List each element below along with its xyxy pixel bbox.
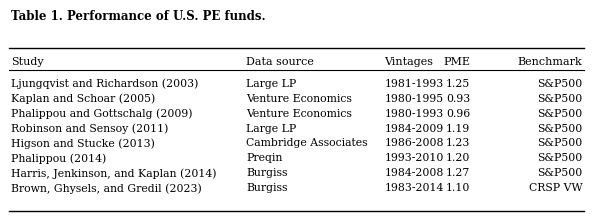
- Text: Preqin: Preqin: [246, 153, 282, 163]
- Text: Venture Economics: Venture Economics: [246, 109, 352, 119]
- Text: Phalippou (2014): Phalippou (2014): [11, 153, 106, 164]
- Text: S&P500: S&P500: [537, 153, 582, 163]
- Text: 1.27: 1.27: [446, 168, 470, 178]
- Text: Harris, Jenkinson, and Kaplan (2014): Harris, Jenkinson, and Kaplan (2014): [11, 168, 216, 179]
- Text: 1981-1993: 1981-1993: [384, 79, 444, 89]
- Text: 1.25: 1.25: [446, 79, 470, 89]
- Text: 0.93: 0.93: [446, 94, 470, 104]
- Text: CRSP VW: CRSP VW: [529, 183, 582, 193]
- Text: Vintages: Vintages: [384, 57, 433, 67]
- Text: 1980-1995: 1980-1995: [384, 94, 444, 104]
- Text: PME: PME: [443, 57, 470, 67]
- Text: Study: Study: [11, 57, 43, 67]
- Text: Kaplan and Schoar (2005): Kaplan and Schoar (2005): [11, 94, 155, 104]
- Text: 1.19: 1.19: [446, 124, 470, 134]
- Text: Burgiss: Burgiss: [246, 168, 288, 178]
- Text: S&P500: S&P500: [537, 109, 582, 119]
- Text: Brown, Ghysels, and Gredil (2023): Brown, Ghysels, and Gredil (2023): [11, 183, 202, 194]
- Text: 1993-2010: 1993-2010: [384, 153, 444, 163]
- Text: 1.20: 1.20: [446, 153, 470, 163]
- Text: S&P500: S&P500: [537, 168, 582, 178]
- Text: Robinson and Sensoy (2011): Robinson and Sensoy (2011): [11, 124, 168, 134]
- Text: Burgiss: Burgiss: [246, 183, 288, 193]
- Text: S&P500: S&P500: [537, 79, 582, 89]
- Text: 1.10: 1.10: [446, 183, 470, 193]
- Text: Ljungqvist and Richardson (2003): Ljungqvist and Richardson (2003): [11, 79, 198, 89]
- Text: Data source: Data source: [246, 57, 314, 67]
- Text: 0.96: 0.96: [446, 109, 470, 119]
- Text: Venture Economics: Venture Economics: [246, 94, 352, 104]
- Text: Large LP: Large LP: [246, 79, 296, 89]
- Text: Higson and Stucke (2013): Higson and Stucke (2013): [11, 138, 155, 149]
- Text: S&P500: S&P500: [537, 124, 582, 134]
- Text: 1986-2008: 1986-2008: [384, 138, 444, 148]
- Text: Cambridge Associates: Cambridge Associates: [246, 138, 368, 148]
- Text: 1984-2008: 1984-2008: [384, 168, 444, 178]
- Text: 1.23: 1.23: [446, 138, 470, 148]
- Text: 1983-2014: 1983-2014: [384, 183, 444, 193]
- Text: 1980-1993: 1980-1993: [384, 109, 444, 119]
- Text: Large LP: Large LP: [246, 124, 296, 134]
- Text: 1984-2009: 1984-2009: [384, 124, 444, 134]
- Text: Benchmark: Benchmark: [518, 57, 582, 67]
- Text: Table 1. Performance of U.S. PE funds.: Table 1. Performance of U.S. PE funds.: [11, 10, 265, 23]
- Text: S&P500: S&P500: [537, 94, 582, 104]
- Text: Phalippou and Gottschalg (2009): Phalippou and Gottschalg (2009): [11, 109, 192, 119]
- Text: S&P500: S&P500: [537, 138, 582, 148]
